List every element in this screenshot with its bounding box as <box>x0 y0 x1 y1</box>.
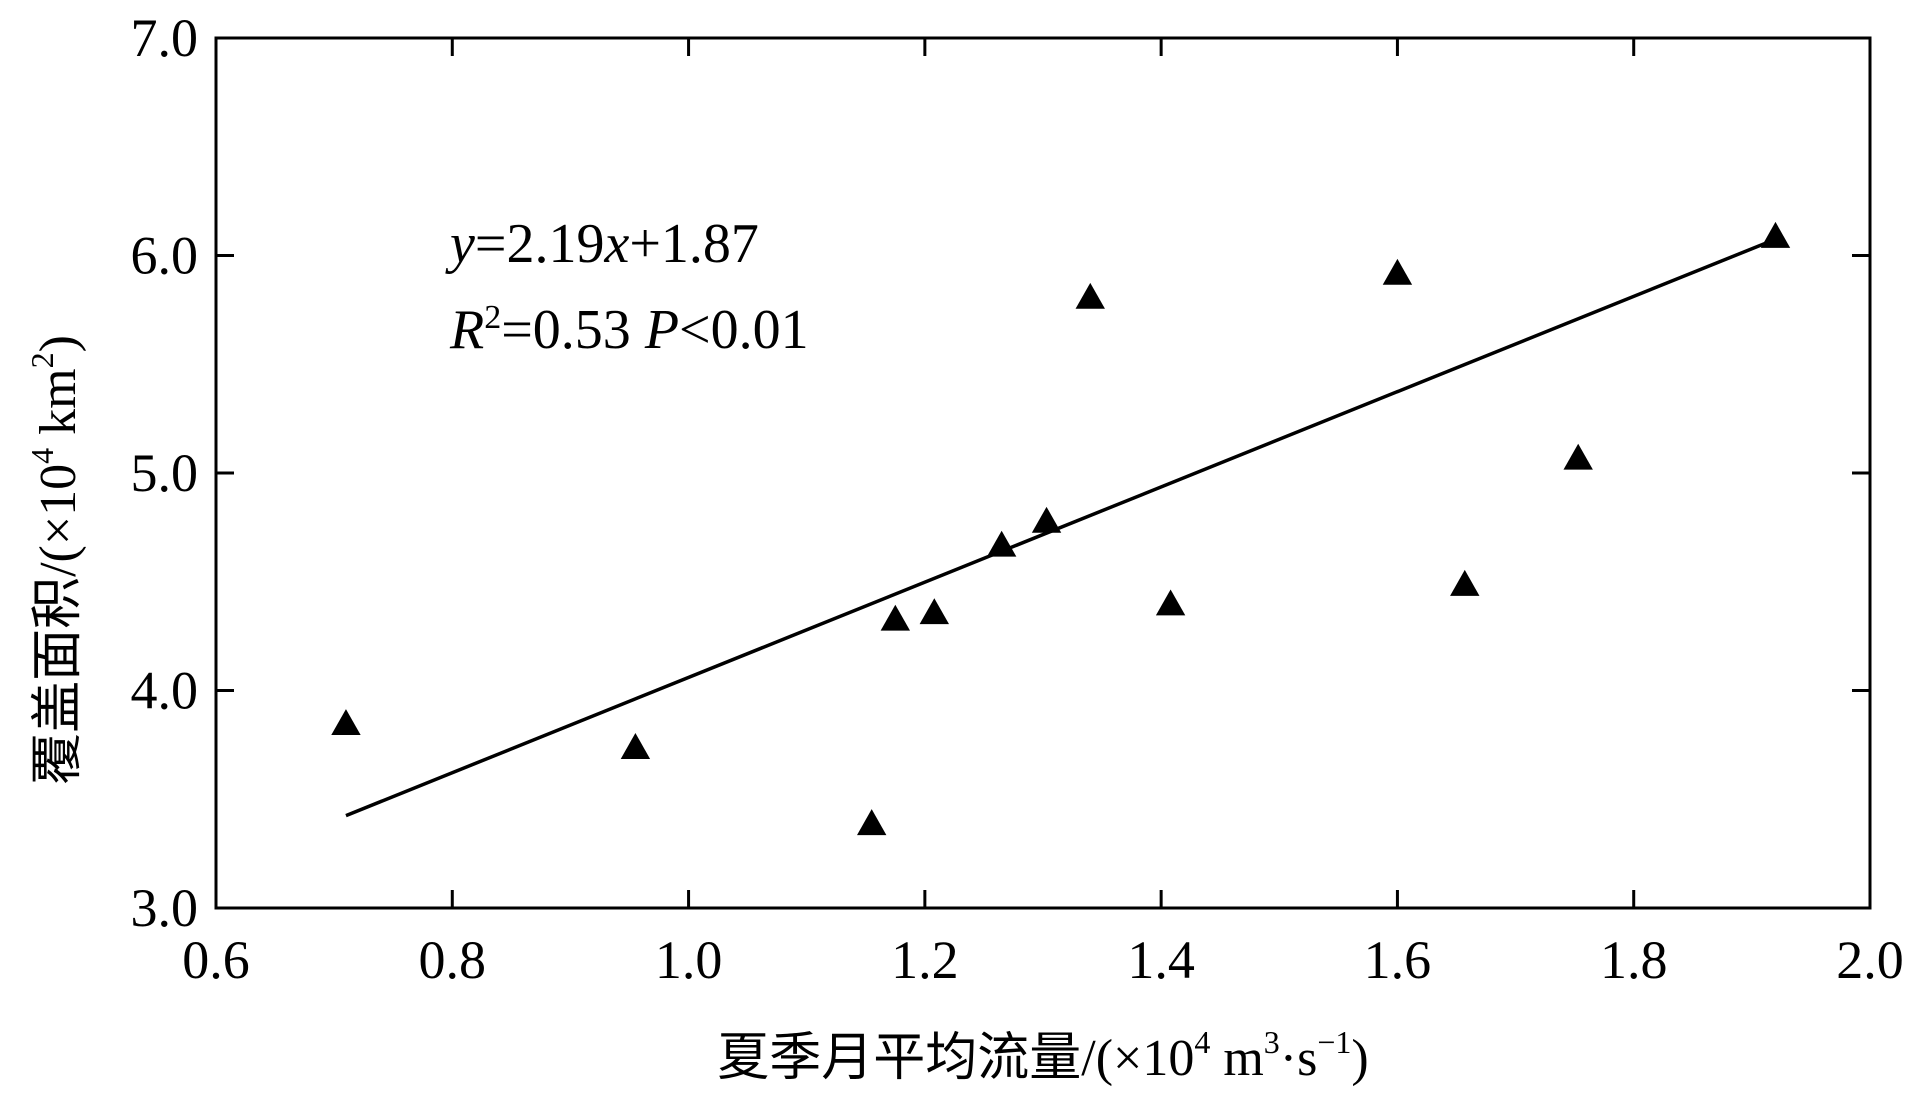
y-tick-label: 5.0 <box>131 443 199 503</box>
data-point <box>880 604 911 631</box>
eq-y-var: y <box>445 213 475 275</box>
ylabel-exp2: 2 <box>24 352 60 368</box>
stat-r-var: R <box>449 299 484 361</box>
ylabel-exp1: 4 <box>24 448 60 464</box>
data-point <box>1031 506 1062 533</box>
data-points <box>331 221 1791 836</box>
x-tick-label: 1.4 <box>1127 930 1195 990</box>
xlabel-exp1: 4 <box>1194 1024 1210 1060</box>
xlabel-exp3: −1 <box>1317 1024 1351 1060</box>
x-tick-label: 1.0 <box>655 930 723 990</box>
data-point <box>1450 569 1480 596</box>
fit-line-group <box>345 237 1777 818</box>
xlabel-prefix: 夏季月平均流量/(×10 <box>717 1030 1194 1087</box>
ylabel-suffix: ) <box>30 335 87 352</box>
data-point <box>1563 443 1593 470</box>
xlabel-exp2: 3 <box>1264 1024 1280 1060</box>
x-axis-ticks: 0.6 0.8 1.0 1.2 1.4 1.6 1.8 2.0 <box>182 38 1904 990</box>
data-point <box>856 809 887 836</box>
xlabel-suffix: ) <box>1351 1030 1368 1087</box>
stat-p-value: <0.01 <box>679 299 809 361</box>
plot-border <box>214 36 1872 910</box>
y-tick-label: 7.0 <box>131 8 199 68</box>
stat-r-exp: 2 <box>484 299 501 336</box>
x-tick-label: 2.0 <box>1836 930 1904 990</box>
data-point <box>1075 282 1105 309</box>
eq-slope: =2.19 <box>475 213 605 275</box>
y-tick-label: 4.0 <box>131 661 199 721</box>
data-point <box>986 530 1017 557</box>
xlabel-mid: m <box>1210 1030 1263 1087</box>
y-tick-label: 6.0 <box>131 226 199 286</box>
ylabel-mid: km <box>30 368 87 447</box>
data-point <box>1155 589 1186 616</box>
x-tick-label: 1.8 <box>1600 930 1668 990</box>
data-point <box>919 598 950 625</box>
stat-r-value: =0.53 <box>501 299 645 361</box>
data-point <box>1382 258 1413 285</box>
eq-intercept: +1.87 <box>629 213 759 275</box>
x-tick-label: 0.8 <box>419 930 487 990</box>
eq-x-var: x <box>603 213 629 275</box>
data-point <box>620 733 651 759</box>
x-tick-label: 0.6 <box>182 930 250 990</box>
y-axis-ticks: 3.0 4.0 5.0 6.0 7.0 <box>131 8 1870 938</box>
data-point <box>331 709 361 736</box>
regression-stats: R2=0.53 P<0.01 <box>449 299 809 361</box>
regression-equation: y=2.19x+1.87 <box>445 213 759 275</box>
stat-p-var: P <box>644 299 679 361</box>
regression-line <box>345 237 1777 818</box>
ylabel-prefix: 覆盖面积/(×10 <box>30 464 87 785</box>
xlabel-mid2: ·s <box>1280 1030 1318 1087</box>
x-axis-title: 夏季月平均流量/(×104 m3·s−1) <box>717 1024 1368 1087</box>
plot-frame <box>214 36 1872 910</box>
x-tick-label: 1.2 <box>891 930 959 990</box>
y-axis-title: 覆盖面积/(×104 km2) <box>24 335 87 785</box>
x-tick-label: 1.6 <box>1364 930 1432 990</box>
y-tick-label: 3.0 <box>131 878 199 938</box>
data-point <box>1760 221 1791 248</box>
